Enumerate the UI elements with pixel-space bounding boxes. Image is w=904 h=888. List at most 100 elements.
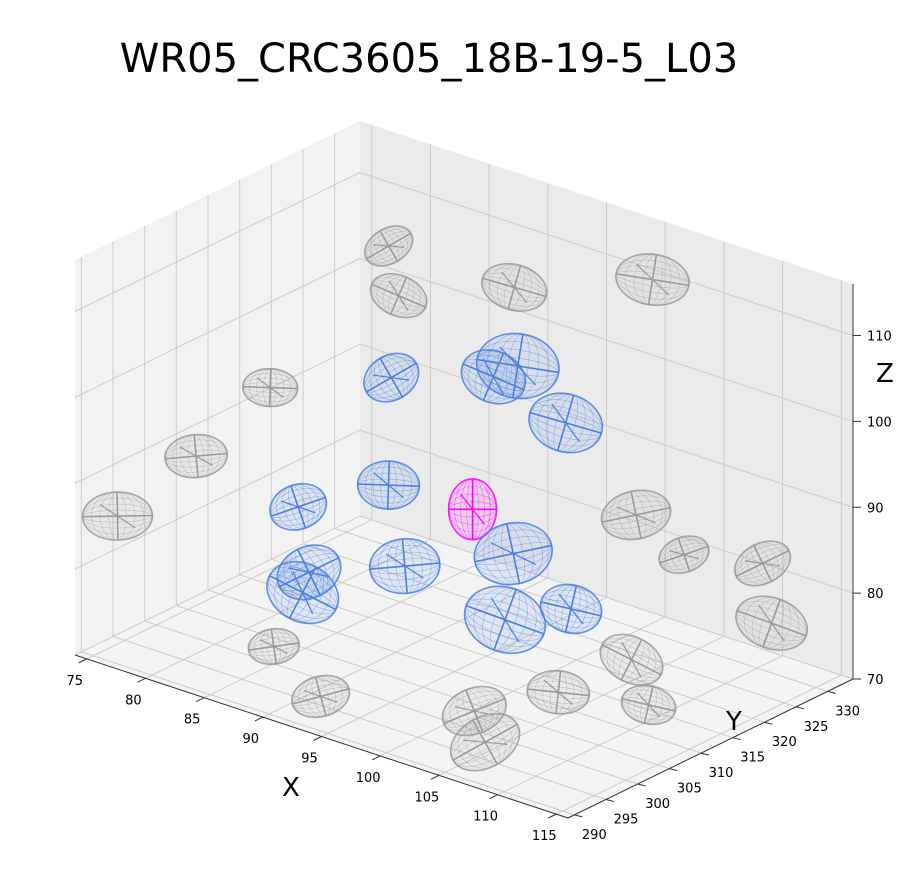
other-ellipsoid: [615, 253, 690, 307]
y-tick-label: 295: [614, 812, 639, 827]
ellipsoid-axis: [99, 503, 136, 529]
x-tick: [548, 813, 557, 819]
other-ellipsoid: [449, 712, 521, 772]
neighbor-ellipsoid: [356, 460, 421, 510]
other-ellipsoid: [600, 489, 672, 541]
z-gridline: [74, 515, 854, 680]
y-tick: [732, 737, 741, 741]
other-ellipsoid: [247, 627, 301, 666]
ellipsoid-axis: [259, 639, 288, 654]
ellipsoid-axis: [373, 244, 405, 248]
ellipsoid-axis: [292, 571, 314, 615]
ellipsoid-axis: [460, 493, 486, 525]
x-tick: [254, 716, 264, 722]
y-axis-line: [567, 678, 854, 819]
z-axis-label: Z: [876, 359, 894, 389]
x-tick: [489, 794, 498, 800]
ellipsoid-marks: [81, 225, 809, 772]
z-tick-label: 100: [867, 415, 892, 430]
y-axis-label: Y: [725, 707, 742, 737]
ellipsoid-axis: [385, 553, 424, 579]
other-ellipsoid: [526, 669, 591, 715]
y-tick: [574, 814, 583, 818]
z-gridline: [74, 257, 854, 422]
ellipsoid-axis: [490, 542, 536, 566]
y-tick: [827, 690, 836, 694]
z-gridline: [74, 343, 854, 508]
x-tick: [195, 697, 205, 703]
ellipsoid-axis: [758, 604, 786, 642]
y-tick-label: 320: [772, 735, 797, 750]
ellipsoid-axis: [543, 679, 574, 706]
y-tick: [637, 783, 646, 787]
z-tick-label: 110: [867, 330, 892, 345]
other-ellipsoid: [599, 633, 664, 686]
neighbor-ellipsoid: [368, 537, 441, 595]
ellipsoid-axis: [499, 346, 537, 386]
z-tick-label: 80: [867, 587, 884, 602]
y-tick: [700, 752, 710, 756]
x-tick-label: 110: [473, 810, 498, 825]
left-pane: [75, 121, 360, 655]
neighbor-ellipsoid: [473, 521, 553, 586]
x-tick-label: 90: [243, 732, 260, 747]
other-ellipsoid: [441, 685, 507, 737]
x-tick-label: 95: [301, 752, 318, 767]
ellipsoid-axis: [551, 403, 581, 443]
y-tick-label: 300: [645, 797, 670, 812]
other-ellipsoid: [364, 225, 414, 267]
z-tick-label: 90: [867, 501, 884, 516]
x-tick-label: 105: [414, 790, 439, 805]
x-tick-label: 100: [356, 771, 381, 786]
neighbor-ellipsoid: [539, 583, 603, 635]
y-tick: [795, 706, 805, 710]
x-axis-label: X: [282, 773, 300, 803]
ellipsoid-axis: [490, 597, 520, 643]
other-ellipsoid: [481, 262, 548, 312]
ellipsoid-axis: [373, 374, 410, 381]
ellipsoid-axis: [462, 739, 508, 745]
y-tick-label: 315: [740, 751, 765, 766]
ellipsoid-axis: [616, 506, 656, 524]
neighbor-ellipsoid: [528, 392, 604, 454]
x-tick: [78, 658, 87, 664]
y-tick: [605, 798, 615, 802]
x-tick-label: 85: [184, 713, 201, 728]
ellipsoid-axis: [256, 377, 284, 398]
other-ellipsoid: [291, 674, 351, 719]
ellipsoid-axis: [636, 692, 661, 718]
x-tick: [137, 677, 146, 683]
ellipsoid-axis: [280, 500, 316, 514]
grid-lines: [74, 124, 854, 816]
ellipsoid-axis: [621, 641, 642, 678]
neighbor-ellipsoid: [463, 585, 547, 655]
other-ellipsoid: [620, 684, 677, 726]
y-tick-label: 310: [709, 766, 734, 781]
other-ellipsoid: [733, 540, 792, 587]
y-tick-label: 305: [677, 782, 702, 797]
ellipsoid-axis: [744, 560, 781, 567]
ellipsoid-axis: [373, 472, 404, 499]
ellipsoid-axis: [179, 446, 213, 466]
y-tick: [669, 768, 678, 772]
z-gridline: [74, 429, 854, 594]
x-tick: [313, 736, 322, 741]
y-tick-label: 330: [835, 704, 860, 719]
other-ellipsoid: [164, 433, 229, 479]
z-tick-label: 70: [867, 673, 884, 688]
other-ellipsoid: [241, 367, 299, 408]
y-tick-label: 325: [804, 720, 829, 735]
y-tick: [764, 721, 773, 725]
other-ellipsoid: [735, 595, 809, 651]
other-ellipsoid: [81, 491, 154, 541]
ellipsoid-axis: [635, 263, 670, 296]
x-tick: [430, 774, 440, 780]
neighbor-ellipsoid: [475, 332, 560, 400]
neighbor-ellipsoid: [363, 352, 420, 403]
neighbor-ellipsoid: [266, 560, 340, 625]
tick-labels: 75 80 85 90 95 100 105 110 115 290 295 300 305 310 315…: [66, 330, 891, 845]
neighbor-ellipsoid: [276, 544, 342, 601]
ellipsoid-axis: [303, 689, 338, 703]
x-tick-label: 75: [66, 674, 83, 689]
y-tick-label: 290: [582, 828, 607, 843]
